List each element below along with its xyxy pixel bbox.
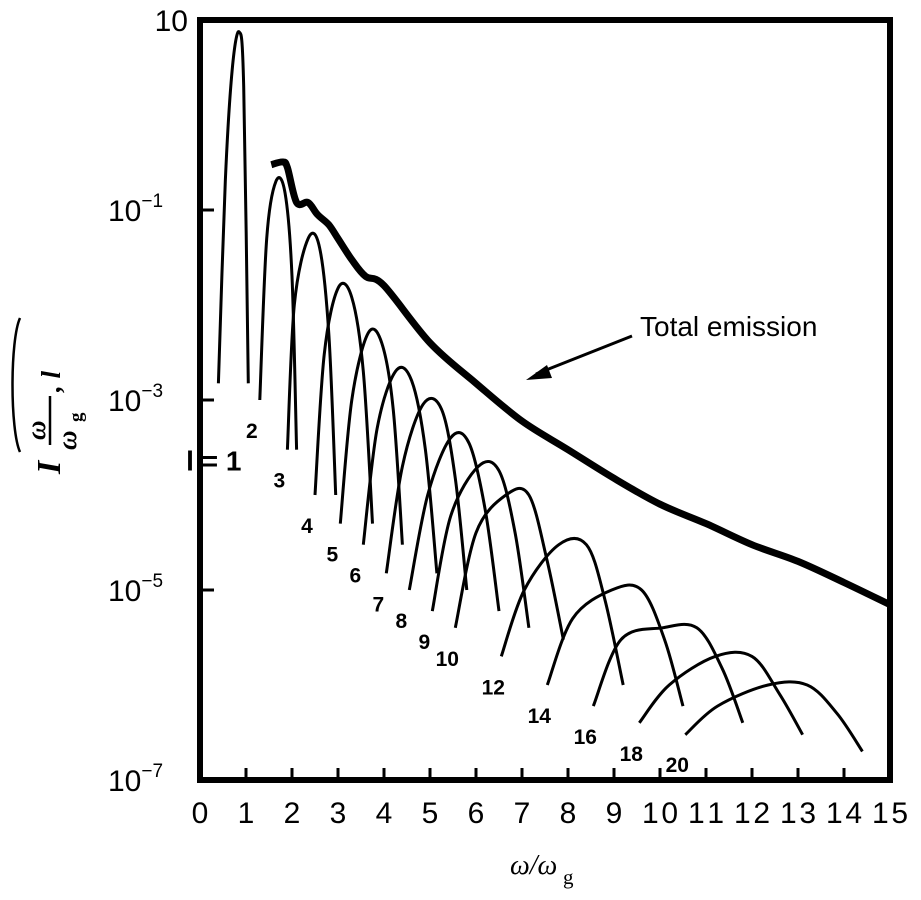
harmonic-curve-l14 (545, 583, 685, 707)
total-emission-label: Total emission (640, 311, 817, 342)
x-tick-label: 7 (514, 797, 531, 830)
x-tick-label: 1 (238, 797, 255, 830)
y-axis-title: I ω ω g , l (11, 317, 87, 475)
y-axis-title-fraction-denominator-sub: g (66, 412, 87, 422)
y-tick-label: 10−7 (108, 761, 163, 798)
harmonic-label-l1: l = 1 (186, 446, 241, 477)
annotation-arrow-head (526, 365, 552, 380)
harmonic-curve-l3 (285, 231, 338, 496)
y-axis-title-fraction-numerator: ω (21, 420, 51, 440)
harmonic-label-l5: 5 (326, 544, 338, 567)
x-tick-label: 15 (872, 797, 908, 830)
y-axis-title-fraction-denominator: ω (52, 430, 82, 450)
harmonic-curve-l18 (638, 650, 804, 736)
harmonic-curve-l10 (453, 486, 565, 641)
y-tick-exponent: −7 (141, 761, 163, 782)
x-tick-label: 11 (688, 797, 724, 830)
harmonic-label-l10: 10 (436, 648, 459, 671)
harmonic-curve-l20 (684, 680, 864, 753)
harmonic-label-l3: 3 (274, 470, 286, 493)
total-emission-series (270, 158, 892, 608)
annotation-arrow-shaft (535, 334, 633, 376)
harmonic-curve-l1 (216, 30, 250, 384)
x-tick-label: 5 (422, 797, 439, 830)
harmonic-curve-l16 (591, 622, 745, 724)
y-tick-label: 10−3 (108, 381, 163, 418)
y-axis-title-argument: , l (36, 371, 66, 394)
x-axis-title-text: ω/ω (510, 850, 557, 881)
harmonic-label-l12: 12 (482, 676, 505, 699)
y-axis-title-right-paren (20, 354, 74, 359)
x-axis-title: ω/ω g (510, 850, 574, 889)
y-tick-exponent: −3 (141, 381, 163, 402)
total-emission-annotation: Total emission (526, 311, 817, 380)
y-tick-label: 10−1 (108, 191, 163, 228)
harmonic-curve-l8 (407, 431, 501, 612)
harmonic-label-l2: 2 (246, 420, 258, 443)
harmonic-label-l7: 7 (372, 593, 384, 616)
harmonic-curve-l4 (313, 281, 374, 524)
total-emission-curve (270, 158, 892, 608)
harmonic-label-l6: 6 (349, 565, 361, 588)
x-tick-label: 10 (642, 797, 678, 830)
x-tick-label: 6 (468, 797, 485, 830)
harmonic-curve-l6 (361, 365, 439, 574)
x-tick-label: 2 (284, 797, 301, 830)
harmonic-label-l20: 20 (666, 754, 689, 777)
harmonic-label-l8: 8 (395, 610, 407, 633)
harmonic-label-l14: 14 (528, 705, 552, 728)
x-axis-title-sub: g (563, 865, 574, 889)
y-tick-exponent: −5 (141, 571, 163, 592)
y-axis-title-left-paren (11, 317, 22, 453)
x-tick-label: 9 (606, 797, 623, 830)
harmonic-curve-l5 (338, 327, 404, 545)
harmonic-label-l16: 16 (574, 726, 597, 749)
y-axis-title-symbol: I (31, 459, 68, 475)
harmonic-curve-l9 (430, 460, 531, 629)
y-tick-exponent: −1 (141, 191, 163, 212)
harmonic-curve-l7 (384, 396, 469, 591)
harmonic-label-l18: 18 (620, 743, 644, 766)
harmonic-curve-l2 (258, 176, 299, 450)
x-tick-label: 3 (330, 797, 347, 830)
harmonic-curves (216, 30, 864, 753)
harmonic-curve-l12 (499, 536, 625, 686)
y-tick-label: 10−5 (108, 571, 163, 608)
y-tick-label: 10 (155, 5, 188, 38)
harmonic-label-l9: 9 (418, 631, 430, 654)
harmonic-label-l4: 4 (301, 515, 313, 538)
x-tick-label: 8 (560, 797, 577, 830)
x-tick-label: 13 (780, 797, 816, 830)
plot-frame (197, 17, 893, 783)
x-tick-label: 4 (376, 797, 393, 830)
x-tick-label: 0 (192, 797, 209, 830)
x-tick-label: 14 (826, 797, 862, 830)
x-tick-label: 12 (734, 797, 770, 830)
